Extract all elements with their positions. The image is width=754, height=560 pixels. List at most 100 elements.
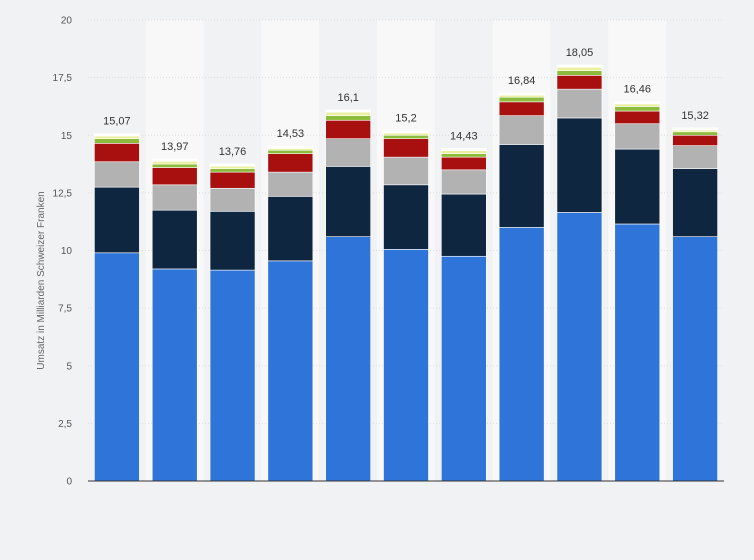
bar-segment — [556, 117, 603, 213]
bar-segment — [151, 268, 198, 482]
bar-segment — [267, 196, 314, 262]
total-label: 16,46 — [624, 84, 652, 96]
bar-segment — [325, 138, 371, 167]
bar-segment — [151, 167, 198, 186]
bar-segment — [672, 236, 718, 482]
bar-segment — [672, 134, 718, 146]
bar-segment — [151, 158, 198, 162]
bar-segment — [383, 249, 429, 482]
bar-segment — [151, 163, 198, 168]
bar-segment — [498, 92, 545, 96]
bar-segment — [151, 209, 198, 270]
bar-segment — [383, 134, 429, 140]
bar-segment — [383, 130, 429, 134]
bar-segment — [383, 138, 429, 158]
bar-segment — [672, 168, 718, 237]
total-label: 14,53 — [277, 128, 305, 140]
y-tick-label: 12,5 — [53, 188, 73, 199]
total-label: 16,1 — [337, 92, 358, 104]
bar-segment — [94, 143, 140, 163]
bar-segment — [556, 64, 603, 68]
total-label: 15,32 — [681, 110, 709, 122]
bar-segment — [441, 150, 487, 154]
bar-segment — [151, 160, 198, 165]
bar-segment — [325, 109, 371, 113]
bar-segment — [614, 101, 661, 105]
bar-segment — [556, 70, 603, 76]
bar-segment — [94, 135, 140, 140]
bar-segment — [556, 212, 603, 482]
total-label: 18,05 — [566, 47, 594, 59]
y-tick-label: 2,5 — [58, 419, 72, 430]
bar-segment — [614, 148, 661, 225]
bar-segment — [267, 149, 314, 154]
total-labels: 15,07 13,97 13,76 14,53 16,1 15,2 14,43 16,84 18… — [103, 47, 709, 158]
total-label: 13,76 — [219, 146, 247, 158]
bar-segment — [209, 168, 256, 173]
bar-segment — [614, 103, 661, 107]
bar-segment — [209, 187, 256, 212]
bar-segment — [209, 211, 256, 271]
bar-segment — [383, 156, 429, 186]
y-tick-label: 10 — [61, 246, 73, 257]
total-label: 15,07 — [103, 116, 131, 128]
bar-segment — [498, 94, 545, 98]
bar-segment — [325, 119, 371, 140]
bar-segment — [94, 133, 140, 137]
bar-segment — [325, 115, 371, 121]
bar-segment — [556, 75, 603, 90]
bar-segment — [209, 269, 256, 482]
y-tick-label: 5 — [66, 361, 72, 372]
total-label: 15,2 — [395, 113, 416, 125]
bar-segment — [441, 255, 487, 482]
y-axis-ticks: 0 2,5 5 7,5 10 12,5 15 17,5 20 — [53, 16, 73, 488]
bar-segment — [498, 96, 545, 103]
bar-segment — [498, 144, 545, 228]
bar-segment — [441, 169, 487, 195]
bar-segment — [209, 165, 256, 169]
y-tick-label: 7,5 — [58, 304, 72, 315]
bar-segment — [325, 166, 371, 237]
bar-segment — [267, 153, 314, 173]
bar-segment — [498, 115, 545, 145]
bar-segment — [383, 184, 429, 250]
bar-segment — [267, 260, 314, 482]
bar-segment — [441, 148, 487, 151]
bar-segment — [556, 66, 603, 72]
total-label: 13,97 — [161, 141, 189, 153]
y-tick-label: 0 — [66, 477, 72, 488]
bar-segment — [498, 101, 545, 116]
total-label: 14,43 — [450, 130, 478, 142]
bar-segment — [209, 171, 256, 189]
bars — [94, 64, 718, 482]
bar-segment — [267, 145, 314, 149]
bar-segment — [383, 132, 429, 136]
bar-segment — [614, 106, 661, 112]
bar-segment — [498, 227, 545, 482]
bar-segment — [441, 193, 487, 257]
bar-segment — [209, 163, 256, 167]
bar-segment — [441, 153, 487, 158]
bar-segment — [672, 131, 718, 136]
bar-segment — [614, 123, 661, 150]
y-tick-label: 15 — [61, 131, 73, 142]
bar-segment — [267, 171, 314, 197]
bar-segment — [94, 252, 140, 482]
bar-segment — [672, 145, 718, 169]
y-axis-title: Umsatz in Milliarden Schweizer Franken — [36, 191, 47, 369]
bar-segment — [151, 184, 198, 211]
y-tick-label: 17,5 — [53, 73, 73, 84]
bar-segment — [94, 186, 140, 254]
y-tick-label: 20 — [61, 16, 73, 27]
bar-segment — [614, 223, 661, 482]
bar-segment — [441, 156, 487, 171]
bar-segment — [325, 111, 371, 116]
total-label: 16,84 — [508, 75, 536, 87]
bar-segment — [325, 236, 371, 482]
bar-segment — [94, 138, 140, 144]
bar-segment — [556, 88, 603, 119]
bar-segment — [672, 127, 718, 131]
bar-segment — [94, 161, 140, 188]
